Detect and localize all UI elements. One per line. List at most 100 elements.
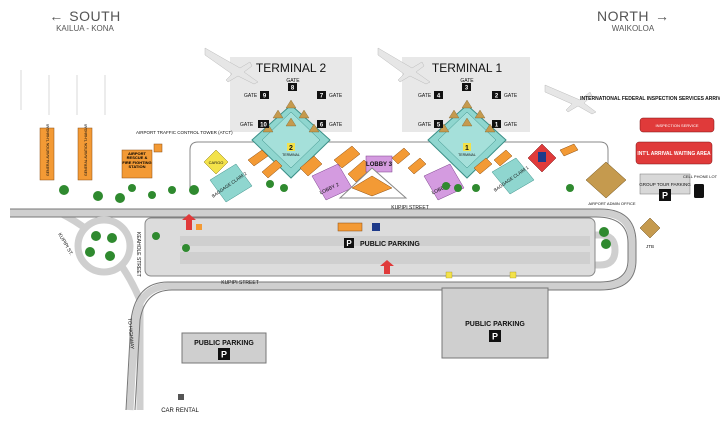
kupipi-st-label: KUPIPI ST.	[56, 232, 74, 257]
svg-text:P: P	[662, 191, 668, 201]
gate-4: 4	[437, 94, 441, 100]
arrow-right-icon: →	[655, 8, 670, 24]
atct-label: AIRPORT TRAFFIC CONTROL TOWER (ATCT)	[136, 130, 233, 135]
keahole-street-label: KEAHOLE STREET	[135, 232, 141, 277]
atct-building	[153, 143, 163, 153]
parking-booth	[337, 222, 363, 232]
cell-phone-label: CELL PHONE LOT	[683, 174, 718, 179]
south-sub: KAILUA - KONA	[56, 24, 114, 33]
north-label: NORTH	[596, 8, 650, 24]
gate-1: 1	[495, 123, 499, 129]
gates-terminal-2: GATE 8 GATE 9 7 GATE GATE 10 6 GATE	[240, 78, 343, 129]
public-parking-center-label: PUBLIC PARKING	[360, 241, 420, 248]
gate-label: GATE	[504, 93, 518, 99]
public-parking-right-icon: P	[492, 332, 498, 342]
arff-building	[121, 149, 153, 179]
south-label: SOUTH	[69, 8, 121, 24]
gate-7: 7	[320, 94, 324, 100]
road-edges	[10, 208, 637, 411]
trees	[59, 180, 611, 252]
loop-tree	[85, 247, 95, 257]
loop-tree	[107, 233, 117, 243]
loop-tree	[105, 251, 115, 261]
arrow-left-icon: ←	[49, 8, 64, 24]
terminal-1-badge: 1	[465, 145, 469, 152]
terminal-2-title: TERMINAL 2	[256, 61, 327, 75]
gate-3: 3	[465, 86, 469, 92]
gate-label: GATE	[329, 122, 343, 128]
gates-terminal-1: GATE 3 GATE 4 2 GATE GATE 5 1 GATE	[418, 78, 518, 129]
car-rental-icon	[178, 394, 184, 400]
group-tour-parking-icon	[659, 189, 671, 201]
inspection-service-building	[639, 117, 715, 133]
airplane-icon	[204, 47, 597, 115]
gate-10: 10	[260, 123, 267, 129]
info-icon	[538, 152, 546, 162]
inspection-service-label: INSPECTION SERVICE	[655, 123, 698, 128]
terminal-2-badge: 2	[289, 145, 293, 152]
hangar-1: GENERAL AVIATION T-HANGAR	[39, 123, 55, 181]
entrance-arrows	[182, 214, 394, 274]
apron-markings	[20, 70, 106, 115]
public-parking-left-label: PUBLIC PARKING	[194, 340, 254, 347]
road-markers	[445, 271, 517, 279]
north-sub: WAIKOLOA	[611, 24, 655, 33]
public-parking-left-icon: P	[221, 350, 227, 360]
gate-label: GATE	[240, 122, 254, 128]
car-rental-label: CAR RENTAL	[161, 408, 199, 414]
gate-label: GATE	[460, 78, 474, 84]
public-parking-lot-right	[441, 287, 549, 359]
parking-booth	[196, 224, 202, 230]
gate-2: 2	[495, 94, 499, 100]
svg-text:P: P	[346, 239, 352, 248]
gate-9: 9	[263, 94, 267, 100]
gate-5: 5	[437, 123, 441, 129]
group-tour-label: GROUP TOUR PARKING	[639, 182, 691, 187]
hangar-2-label: GENERAL AVIATION T-HANGAR	[84, 123, 88, 176]
gate-8-badge	[288, 83, 297, 91]
loop-tree	[91, 231, 101, 241]
south-direction: ← SOUTH KAILUA - KONA	[20, 8, 150, 33]
gate-label: GATE	[504, 122, 518, 128]
terminal-1-structure: 1 TERMINAL	[427, 99, 507, 179]
central-parking-inner	[180, 236, 590, 246]
intl-waiting-area	[635, 141, 713, 165]
terminal-2-sub: TERMINAL	[282, 153, 300, 157]
terminal-2-structure: 2 TERMINAL	[251, 99, 331, 179]
shuttle-icon	[372, 223, 380, 231]
gate-8: 8	[291, 86, 295, 92]
lobby-2: LOBBY 2	[311, 163, 353, 201]
intl-waiting-label: INT'L ARRIVAL WAITING AREA	[637, 151, 711, 157]
svg-text:AIRPORT ADMIN OFFICE: AIRPORT ADMIN OFFICE	[588, 201, 636, 206]
admin-office: AIRPORT ADMIN OFFICE	[585, 161, 636, 206]
hangar-2: GENERAL AVIATION T-HANGAR	[77, 123, 93, 181]
central-orange-roof	[351, 175, 393, 197]
svg-text:CARGO: CARGO	[209, 160, 224, 165]
cell-phone-icon	[694, 184, 704, 198]
hangar-1-label: GENERAL AVIATION T-HANGAR	[46, 123, 50, 176]
arff-label: AIRPORT RESCUE & FIRE FIGHTING STATION	[122, 152, 152, 170]
terminal-1-title: TERMINAL 1	[432, 61, 503, 75]
central-parking-inner-2	[180, 252, 590, 264]
jtb-building	[639, 217, 661, 239]
gate-label: GATE	[286, 78, 300, 84]
north-direction: NORTH → WAIKOLOA	[568, 8, 698, 33]
gate-label: GATE	[329, 93, 343, 99]
kupipi-street-upper: KUPIPI STREET	[391, 205, 429, 211]
keahole-loop	[74, 216, 134, 276]
public-parking-icon	[344, 238, 354, 248]
cargo-building: CARGO	[203, 149, 229, 175]
gate-label: GATE	[244, 93, 258, 99]
jtb-label: JTB	[646, 244, 654, 249]
kupipi-street-lower: KUPIPI STREET	[221, 280, 259, 286]
terminal-1-sub: TERMINAL	[458, 153, 476, 157]
gate-label: GATE	[418, 93, 432, 99]
svg-text:LOBBY 3: LOBBY 3	[366, 162, 393, 168]
gate-label: GATE	[418, 122, 432, 128]
terminal-apron-outline	[189, 141, 609, 190]
public-parking-right-label: PUBLIC PARKING	[465, 321, 525, 328]
to-highway-label: TO HIGHWAY	[126, 318, 135, 351]
gate-6: 6	[320, 123, 324, 129]
inspection-label: INTERNATIONAL FEDERAL INSPECTION SERVICE…	[580, 96, 720, 102]
